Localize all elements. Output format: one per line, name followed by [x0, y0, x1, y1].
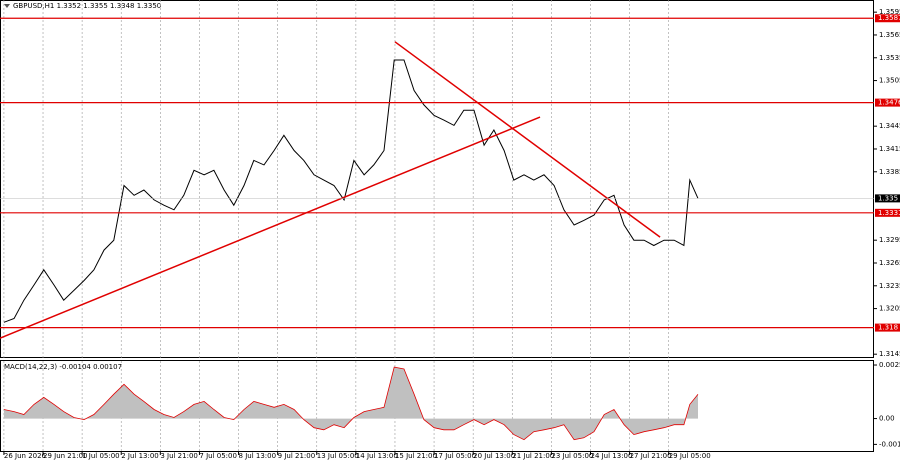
- y-tick-label: 1.3535: [879, 54, 900, 62]
- main-panel: [0, 0, 874, 358]
- x-tick-label: 29 Jun 21:00: [43, 452, 87, 460]
- y-tick-label: 1.3145: [879, 350, 900, 358]
- y-tick-label: -0.00122: [879, 440, 900, 448]
- x-tick-label: 21 Jul 21:00: [512, 452, 554, 460]
- level-label-box: [875, 208, 900, 217]
- chart-title: GBPUSD,H1 1.3352 1.3355 1.3348 1.3350: [13, 2, 161, 10]
- x-tick-label: 26 Jun 2026: [4, 452, 47, 460]
- x-tick-label: 23 Jul 05:00: [551, 452, 593, 460]
- level-label: 1.3476: [878, 99, 900, 107]
- last-price-box: [875, 194, 900, 203]
- x-tick-label: 24 Jul 13:00: [590, 452, 632, 460]
- y-tick-label: 0.00253: [879, 361, 900, 369]
- y-tick-label: 1.3595: [879, 8, 900, 16]
- y-tick-label: 1.3265: [879, 259, 900, 267]
- macd-panel: [0, 360, 874, 452]
- y-tick-label: 1.3295: [879, 236, 900, 244]
- x-tick-label: 2 Jul 13:00: [121, 452, 159, 460]
- macd-signal: [3, 366, 699, 441]
- y-tick-label: 1.3385: [879, 168, 900, 176]
- x-tick-label: 8 Jul 13:00: [239, 452, 277, 460]
- x-tick-label: 1 Jul 05:00: [82, 452, 120, 460]
- x-tick-label: 17 Jul 05:00: [434, 452, 476, 460]
- trend-line: [394, 41, 661, 238]
- y-tick-label: 1.3445: [879, 122, 900, 130]
- y-tick-label: 1.3505: [879, 77, 900, 85]
- x-tick-label: 7 Jul 05:00: [199, 452, 237, 460]
- symbol-icon: [4, 4, 10, 8]
- x-tick-label: 29 Jul 05:00: [669, 452, 711, 460]
- x-tick-label: 3 Jul 21:00: [160, 452, 198, 460]
- y-tick-label: 0.00: [879, 415, 895, 423]
- y-tick-label: 1.3415: [879, 145, 900, 153]
- x-tick-label: 13 Jul 05:00: [317, 452, 359, 460]
- level-label-box: [875, 14, 900, 23]
- y-tick-label: 1.3205: [879, 305, 900, 313]
- macd-histogram: [3, 367, 698, 440]
- level-label: 1.3587: [878, 14, 900, 22]
- x-tick-label: 9 Jul 21:00: [278, 452, 316, 460]
- macd-title: MACD(14,22,3) -0.00104 0.00107: [4, 363, 122, 371]
- level-label: 1.318: [878, 324, 898, 332]
- level-label-box: [875, 98, 900, 107]
- price-line: [3, 59, 699, 323]
- x-tick-label: 20 Jul 13:00: [473, 452, 515, 460]
- y-tick-label: 1.3565: [879, 31, 900, 39]
- x-tick-label: 15 Jul 21:00: [395, 452, 437, 460]
- y-tick-label: 1.3235: [879, 282, 900, 290]
- x-tick-label: 14 Jul 13:00: [356, 452, 398, 460]
- x-tick-label: 27 Jul 21:00: [630, 452, 672, 460]
- last-price-label: 1.335: [878, 194, 898, 202]
- level-label-box: [875, 323, 900, 332]
- trend-line: [0, 116, 541, 339]
